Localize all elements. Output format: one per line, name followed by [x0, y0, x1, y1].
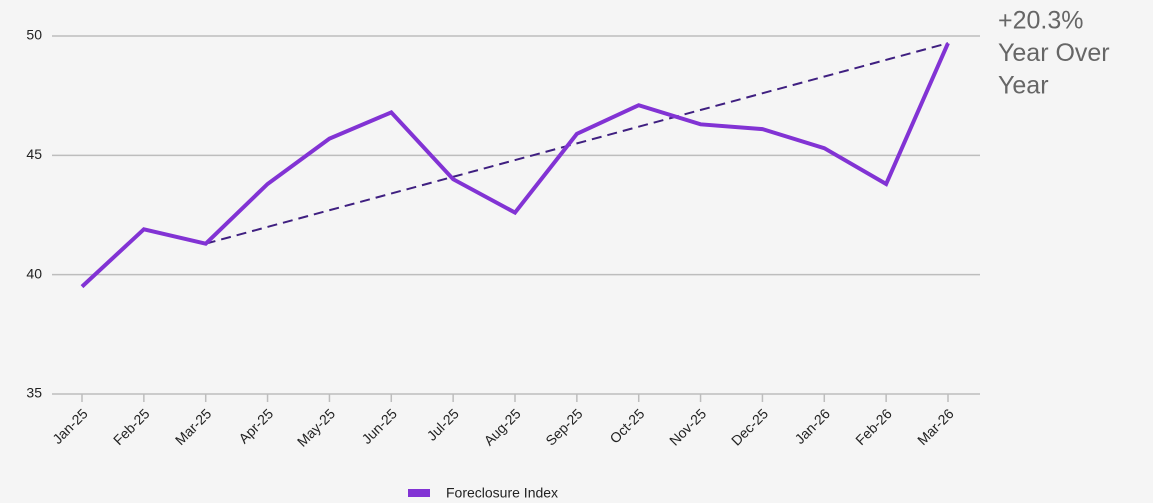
annotation: +20.3%	[998, 7, 1084, 35]
annotation: Year Over	[998, 39, 1110, 67]
trend-line	[205, 42, 949, 245]
x-tick-label: Nov-25	[666, 405, 709, 448]
x-tick-label: Mar-25	[172, 405, 215, 448]
x-tick-label: Oct-25	[606, 405, 647, 446]
y-tick-label: 40	[26, 265, 42, 281]
legend-label: Foreclosure Index	[446, 485, 558, 501]
y-tick-label: 45	[26, 146, 42, 162]
x-tick-label: Mar-26	[914, 405, 957, 448]
y-tick-label: 35	[26, 385, 42, 401]
annotation: Year	[998, 72, 1049, 100]
x-tick-label: Feb-25	[110, 405, 153, 448]
legend-swatch	[408, 489, 430, 497]
x-tick-label: Dec-25	[728, 405, 771, 448]
series-line	[80, 42, 950, 289]
x-tick-label: May-25	[294, 405, 338, 449]
x-tick-label: Jul-25	[424, 405, 462, 443]
x-tick-label: Jan-26	[791, 405, 833, 447]
y-tick-label: 50	[26, 27, 42, 43]
x-tick-label: Jan-25	[49, 405, 91, 447]
x-tick-label: Jun-25	[358, 405, 400, 447]
x-tick-label: Feb-26	[852, 405, 895, 448]
x-tick-label: Apr-25	[235, 405, 276, 446]
x-tick-label: Aug-25	[480, 405, 523, 448]
x-tick-label: Sep-25	[542, 405, 585, 448]
